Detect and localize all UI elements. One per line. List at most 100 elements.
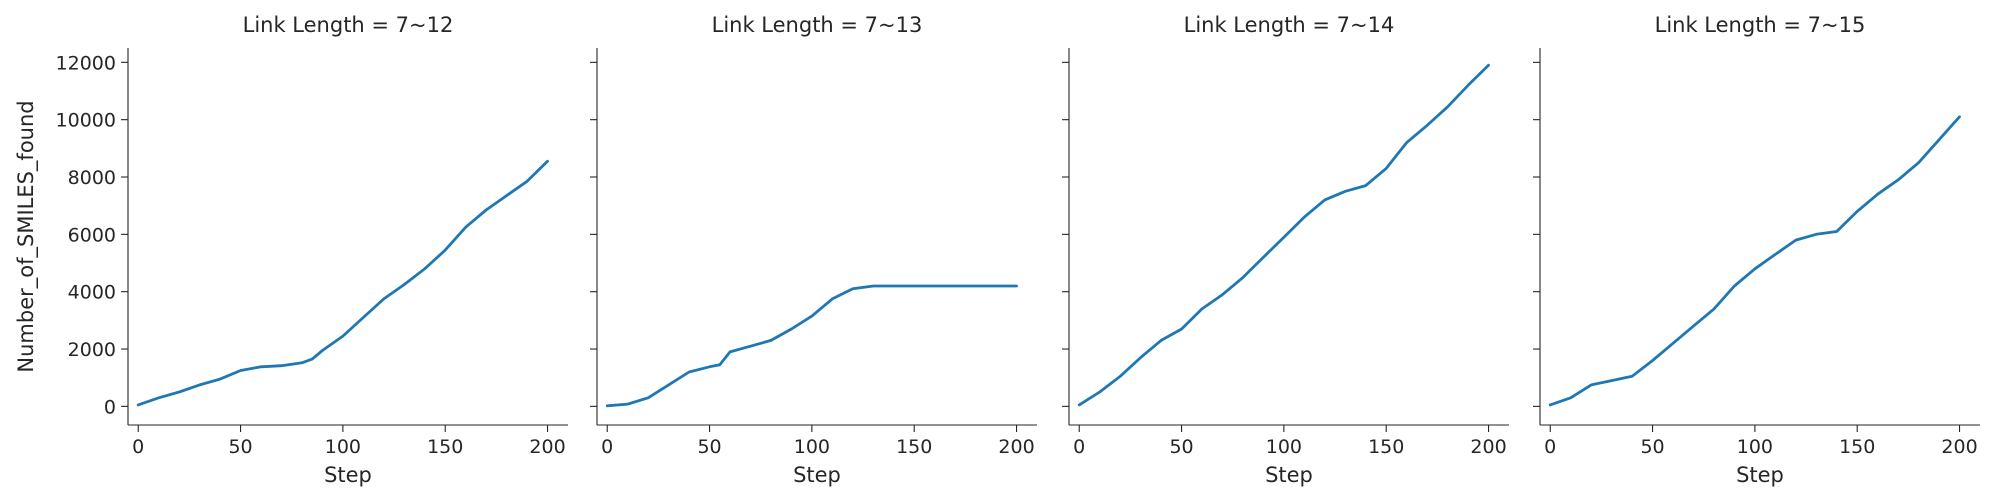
data-point — [157, 396, 160, 399]
data-point — [852, 288, 854, 290]
data-point — [321, 349, 324, 352]
data-point — [790, 328, 793, 330]
data-point — [1405, 141, 1408, 144]
x-tick-label: 200 — [1470, 436, 1506, 458]
data-point — [311, 358, 313, 360]
data-point — [1262, 256, 1265, 259]
y-tick-label: 4000 — [68, 282, 116, 304]
x-tick-label: 100 — [794, 436, 830, 458]
data-point — [1774, 253, 1777, 256]
x-tick-label: 150 — [1839, 436, 1875, 458]
y-tick-label: 6000 — [68, 224, 116, 246]
data-point — [708, 366, 711, 368]
data-point — [362, 316, 365, 319]
data-point — [301, 361, 303, 364]
x-tick-label: 0 — [1544, 436, 1556, 458]
data-point — [872, 285, 875, 287]
data-point — [1303, 216, 1306, 218]
data-point — [770, 339, 772, 342]
data-point — [505, 194, 508, 197]
data-point — [1364, 184, 1367, 187]
x-axis-label: Step — [324, 463, 372, 487]
data-point — [1876, 193, 1879, 196]
x-axis-label: Step — [1265, 463, 1313, 487]
data-point — [1917, 161, 1920, 164]
data-point — [1692, 325, 1695, 327]
series-line — [136, 159, 549, 407]
x-tick-label: 50 — [1640, 436, 1664, 458]
y-tick-label: 2000 — [68, 339, 116, 361]
y-tick-label: 8000 — [68, 167, 116, 189]
data-point — [892, 285, 895, 287]
panel-4: Link Length = 7~15 0 50 100 150 200 Step — [1533, 13, 1980, 487]
data-point — [1590, 384, 1592, 386]
x-tick-label: 100 — [1737, 436, 1773, 458]
data-point — [626, 403, 629, 405]
data-point — [1897, 179, 1899, 181]
x-tick-label: 50 — [697, 436, 721, 458]
data-point — [137, 404, 140, 406]
data-point — [718, 363, 721, 366]
data-point — [1610, 379, 1613, 382]
data-point — [933, 285, 936, 287]
data-point — [403, 283, 406, 286]
data-point — [198, 384, 201, 386]
data-point — [1015, 285, 1018, 287]
data-point — [546, 160, 549, 163]
data-point — [423, 267, 426, 270]
data-point — [688, 371, 690, 373]
data-point — [1426, 124, 1428, 127]
x-tick-label: 150 — [896, 436, 932, 458]
data-point — [239, 369, 242, 372]
data-point — [1180, 328, 1183, 330]
data-point — [1651, 359, 1654, 362]
data-point — [1569, 396, 1572, 399]
y-tick-label: 10000 — [56, 110, 116, 132]
data-point — [729, 351, 731, 353]
data-point — [1078, 404, 1081, 406]
data-point — [647, 396, 649, 399]
data-point — [1467, 84, 1469, 87]
data-point — [1283, 236, 1285, 239]
data-point — [1119, 375, 1121, 378]
x-tick-label: 150 — [427, 436, 463, 458]
panel-title: Link Length = 7~14 — [1184, 13, 1395, 37]
data-point — [342, 335, 344, 337]
x-tick-label: 50 — [228, 436, 252, 458]
data-point — [995, 285, 997, 287]
data-point — [1835, 230, 1838, 233]
data-point — [1733, 285, 1736, 287]
data-point — [1446, 105, 1449, 108]
panel-title: Link Length = 7~12 — [243, 13, 454, 37]
panel-title: Link Length = 7~15 — [1655, 13, 1866, 37]
y-axis-label: Number_of_SMILES_found — [14, 100, 39, 372]
data-point — [1139, 356, 1142, 359]
series-line — [1077, 63, 1490, 407]
data-point — [219, 378, 221, 380]
data-point — [444, 249, 447, 251]
panel-title: Link Length = 7~13 — [712, 13, 923, 37]
x-tick-label: 200 — [529, 436, 565, 458]
x-tick-label: 150 — [1368, 436, 1404, 458]
data-point — [1938, 138, 1940, 141]
data-point — [1549, 404, 1552, 406]
data-point — [974, 285, 977, 287]
series-line — [605, 284, 1018, 408]
data-point — [1098, 391, 1101, 393]
panel-2: Link Length = 7~13 0 50 100 150 200 Step — [590, 13, 1037, 487]
data-point — [383, 298, 385, 300]
data-point — [1672, 342, 1674, 345]
data-point — [667, 384, 670, 386]
data-point — [1160, 339, 1162, 342]
data-point — [1201, 308, 1203, 310]
data-point — [280, 364, 283, 367]
data-point — [1958, 116, 1961, 118]
data-point — [913, 285, 916, 287]
data-point — [260, 366, 262, 368]
panel-1: Link Length = 7~120200040006000800010000… — [56, 13, 568, 487]
x-tick-label: 200 — [998, 436, 1034, 458]
x-tick-label: 0 — [601, 436, 613, 458]
x-tick-label: 100 — [1266, 436, 1302, 458]
x-tick-label: 200 — [1941, 436, 1977, 458]
